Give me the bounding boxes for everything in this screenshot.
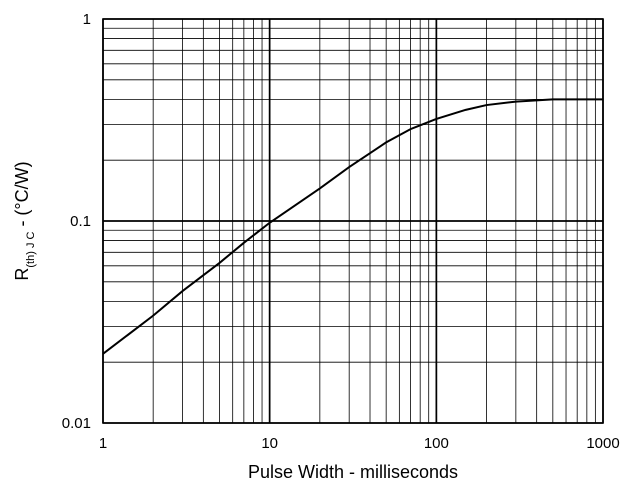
x-tick-label: 10	[261, 435, 278, 452]
y-axis-label-main: R	[12, 268, 32, 281]
x-axis-label: Pulse Width - milliseconds	[248, 462, 458, 482]
plot-frame	[102, 18, 604, 424]
y-tick-label: 0.1	[70, 213, 91, 230]
y-tick-labels: 0.01 0.1 1	[62, 11, 91, 432]
y-tick-label: 0.01	[62, 415, 91, 432]
x-tick-labels: 1 10 100 1000	[99, 435, 620, 452]
y-axis-label: R(th) J C - (°C/W)	[12, 161, 37, 280]
thermal-impedance-line	[102, 98, 603, 355]
y-tick-label: 1	[83, 11, 91, 28]
x-tick-label: 1000	[586, 435, 619, 452]
y-axis-label-unit: - (°C/W)	[12, 161, 32, 231]
x-tick-label: 1	[99, 435, 107, 452]
y-axis-label-subscript: (th) J C	[25, 232, 37, 268]
x-tick-label: 100	[424, 435, 449, 452]
